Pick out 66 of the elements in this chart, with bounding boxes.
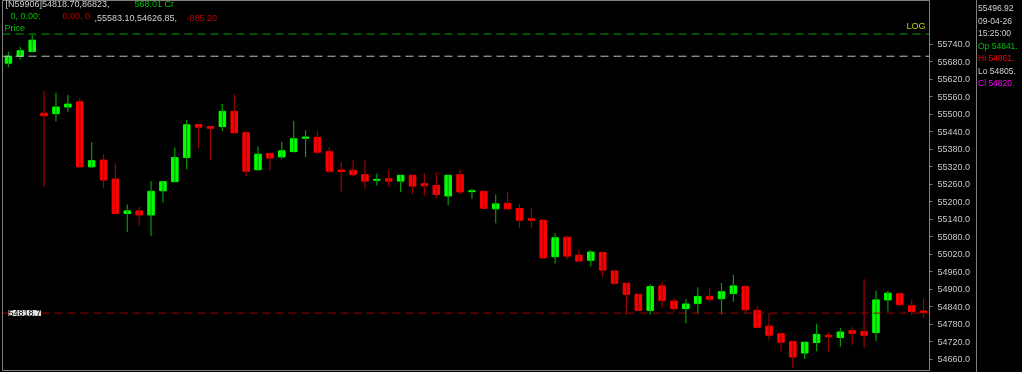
candlestick — [182, 119, 191, 171]
candlestick — [598, 252, 607, 278]
candlestick — [789, 341, 797, 369]
candlestick — [194, 123, 203, 149]
annotation: ,55583.10,54626.85, — [94, 13, 178, 23]
y-tick-label: 55560.0 — [937, 91, 971, 102]
candlestick — [527, 207, 536, 229]
candlestick — [491, 193, 500, 224]
text: Lo 54805. — [978, 64, 1017, 77]
y-tick-label: 55260.0 — [937, 179, 971, 190]
candlestick — [325, 146, 334, 174]
text: 09-04-26 — [978, 14, 1014, 27]
y-tick-label: 55320.0 — [937, 161, 971, 172]
y-tick-label: 55380.0 — [937, 144, 971, 155]
ref-line-label: LOG — [906, 21, 926, 32]
candlestick — [373, 172, 381, 187]
y-tick-label: 54840.0 — [937, 301, 971, 312]
candlestick — [87, 141, 96, 169]
candlestick — [836, 327, 845, 348]
y-tick-label: 55740.0 — [937, 39, 971, 50]
annotation: 568.01 Cr — [134, 0, 175, 9]
y-tick-label: 55140.0 — [937, 214, 971, 225]
candlestick — [289, 120, 298, 153]
y-tick-label: 54660.0 — [937, 354, 971, 365]
text: 55496.92 — [978, 2, 1015, 15]
candlestick — [135, 206, 143, 227]
y-tick-label: 54960.0 — [937, 266, 971, 277]
y-tick-label: 55200.0 — [937, 196, 971, 207]
candlestick — [218, 103, 227, 132]
y-tick-label: 55020.0 — [937, 249, 971, 260]
y-tick-label: 55620.0 — [937, 74, 971, 85]
candlestick — [230, 93, 239, 134]
text: Op 54841. — [978, 39, 1018, 52]
candlestick — [75, 97, 84, 169]
y-tick-label: 55440.0 — [937, 126, 971, 137]
candlestick — [123, 203, 132, 233]
candlestick — [171, 146, 179, 183]
text: 15:25:00 — [978, 27, 1013, 40]
candlestick — [64, 94, 72, 113]
candlestick — [444, 174, 452, 206]
annotation: 0, 0.00: — [10, 11, 41, 21]
candlestick — [337, 161, 345, 192]
text: Cl 54820. — [978, 77, 1016, 90]
candlestick — [432, 171, 441, 199]
y-tick-label: 54720.0 — [937, 336, 971, 347]
ref-line-label: 54818.7 — [8, 308, 42, 319]
candlestick — [420, 172, 429, 197]
y-tick-label: 54900.0 — [937, 284, 971, 295]
annotation: -885.20 — [186, 13, 218, 23]
candlestick — [206, 125, 215, 161]
y-tick-label: 55680.0 — [937, 56, 971, 67]
y-tick-label: 55500.0 — [937, 109, 971, 120]
y-tick-label: 54780.0 — [937, 319, 971, 330]
candlestick — [111, 163, 120, 215]
candlestick — [693, 286, 702, 315]
annotation: 0.00, 0 — [62, 11, 91, 21]
candlestick — [729, 274, 738, 303]
candlestick — [301, 129, 310, 158]
candlestick — [539, 219, 548, 259]
text: Hi 54861. — [978, 52, 1016, 65]
y-tick-label: 55080.0 — [937, 231, 971, 242]
candlestick — [468, 188, 476, 200]
annotation: [N59906]54818.70,86823, — [5, 0, 110, 9]
y-axis-title: Price — [4, 22, 26, 33]
candlestick — [812, 323, 821, 352]
candlestick — [646, 283, 654, 316]
